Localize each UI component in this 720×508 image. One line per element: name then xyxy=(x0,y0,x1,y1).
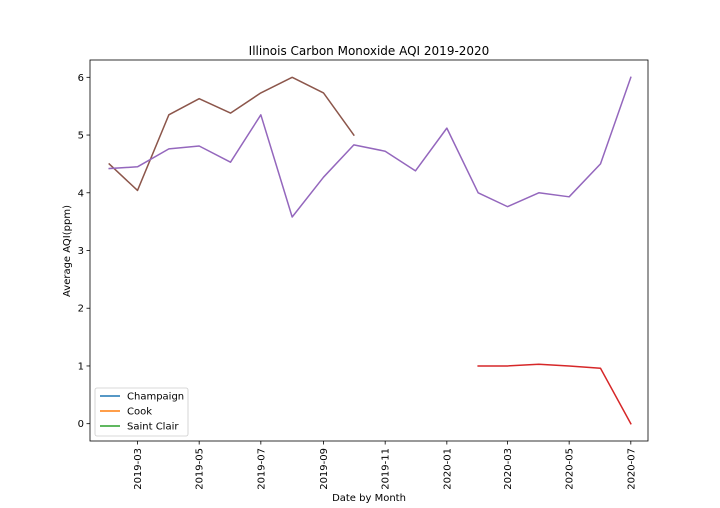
y-tick-label: 0 xyxy=(78,419,84,430)
y-tick-label: 6 xyxy=(78,73,84,84)
y-tick-label: 5 xyxy=(78,131,84,142)
legend-box xyxy=(94,387,189,437)
series-line-3 xyxy=(108,76,632,218)
x-tick-label: 2019-03 xyxy=(133,448,144,490)
y-tick-label: 1 xyxy=(78,361,84,372)
x-tick-label: 2019-11 xyxy=(381,448,392,490)
x-tick-label: 2020-07 xyxy=(626,448,637,490)
y-tick-label: 3 xyxy=(78,246,84,257)
x-tick-label: 2019-09 xyxy=(319,448,330,490)
series-line-2 xyxy=(108,76,355,192)
y-axis-label: Average AQI(ppm) xyxy=(62,205,73,297)
series-line-1 xyxy=(477,363,632,425)
y-tick-label: 4 xyxy=(78,188,84,199)
y-tick-label: 2 xyxy=(78,304,84,315)
legend-label: Cook xyxy=(127,407,152,418)
legend-label: Champaign xyxy=(127,392,184,403)
chart-title: Illinois Carbon Monoxide AQI 2019-2020 xyxy=(249,44,490,58)
x-tick-label: 2019-05 xyxy=(195,448,206,490)
x-tick-label: 2020-05 xyxy=(565,448,576,490)
legend-label: Saint Clair xyxy=(127,422,179,433)
x-tick-label: 2019-07 xyxy=(256,448,267,490)
x-axis-label: Date by Month xyxy=(332,493,406,504)
x-tick-label: 2020-01 xyxy=(442,448,453,490)
plot-area: 0 1 2 3 4 5 6 2019-03 2019-05 2019-07 2019-09 2019-… xyxy=(78,59,649,490)
x-tick-label: 2020-03 xyxy=(503,448,514,490)
